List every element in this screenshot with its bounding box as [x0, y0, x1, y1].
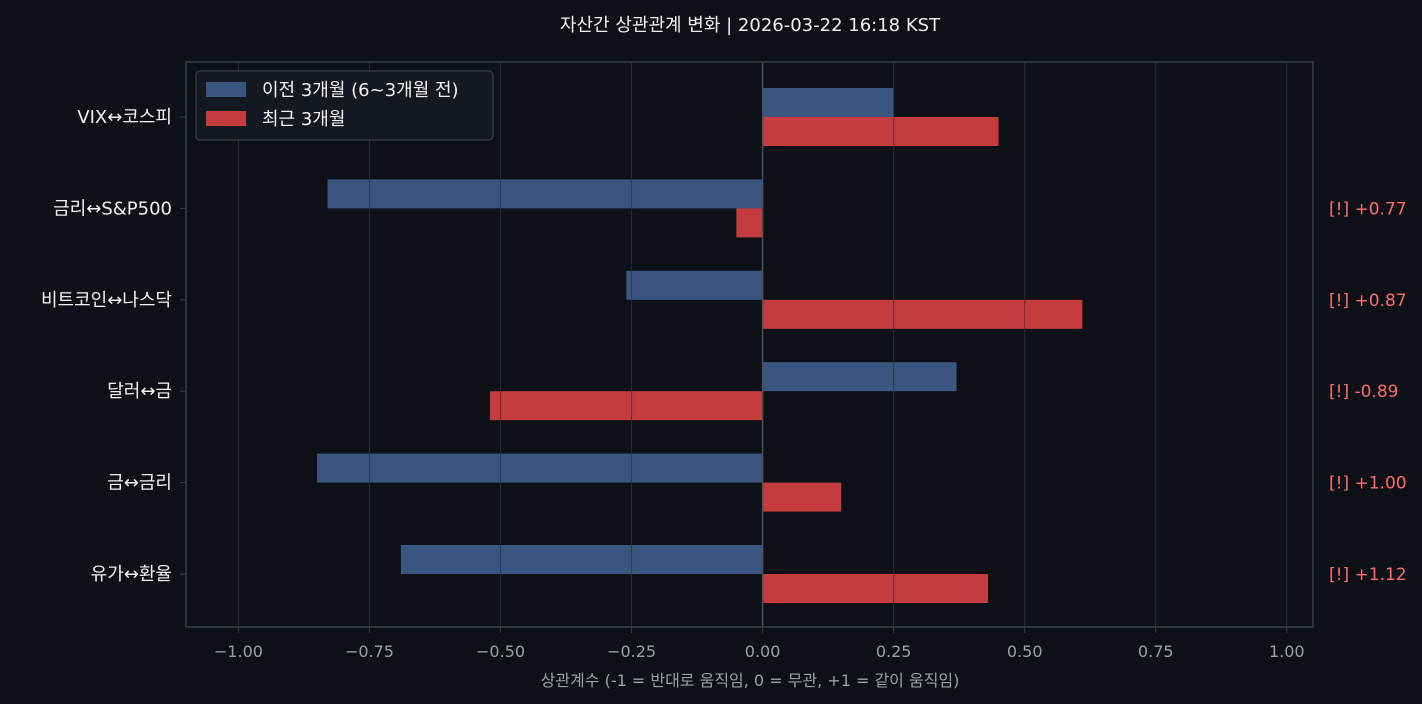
bar-recent-2	[736, 208, 763, 238]
bars	[317, 88, 1083, 603]
x-tick-label: 0.50	[1007, 642, 1043, 661]
x-tick-label: −0.75	[345, 642, 394, 661]
bar-recent-6	[762, 574, 989, 603]
legend-label: 최근 3개월	[262, 109, 345, 130]
category-label: 금리↔S&P500	[53, 198, 172, 219]
axes-frame	[185, 61, 1314, 628]
category-label: 유가↔환율	[91, 564, 172, 585]
legend-swatch	[206, 82, 246, 97]
bar-recent-3	[762, 299, 1083, 329]
change-annotation: [!] +1.00	[1329, 474, 1407, 494]
x-tick-label: 1.00	[1269, 642, 1305, 661]
x-tick-label: −0.50	[476, 642, 525, 661]
legend-box	[195, 70, 494, 141]
chart-title: 자산간 상관관계 변화 | 2026-03-22 16:18 KST	[560, 15, 941, 36]
annotations: [!] +0.77 [!] +0.87 [!] -0.89 [!] +1.00 [!] …	[1329, 199, 1407, 585]
bar-previous-1	[762, 88, 894, 117]
x-tick-label: −0.25	[607, 642, 656, 661]
x-axis-label: 상관계수 (-1 = 반대로 움직임, 0 = 무관, +1 = 같이 움직임)	[541, 671, 960, 690]
legend-swatch	[206, 111, 246, 126]
x-tick-label: −1.00	[214, 642, 263, 661]
category-label: VIX↔코스피	[77, 107, 172, 128]
change-annotation: [!] -0.89	[1329, 382, 1398, 402]
legend: 이전 3개월 (6~3개월 전) 최근 3개월	[195, 70, 494, 141]
legend-label: 이전 3개월 (6~3개월 전)	[262, 80, 459, 101]
x-tick-labels: −1.00 −0.75 −0.50 −0.25 0.00 0.25 0.50 0.75 1.00	[214, 627, 1305, 661]
change-annotation: [!] +0.77	[1329, 199, 1407, 219]
bar-previous-3	[626, 270, 763, 300]
bar-recent-5	[762, 482, 842, 512]
category-label: 금↔금리	[107, 473, 172, 494]
category-label: 달러↔금	[107, 381, 172, 402]
x-tick-label: 0.75	[1138, 642, 1174, 661]
x-tick-label: 0.00	[745, 642, 781, 661]
bar-recent-1	[762, 117, 999, 146]
plot-frame	[185, 61, 1314, 628]
bar-previous-5	[317, 453, 763, 483]
bar-previous-6	[400, 545, 763, 574]
x-tick-label: 0.25	[876, 642, 912, 661]
bar-previous-2	[327, 179, 763, 209]
change-annotation: [!] +0.87	[1329, 291, 1407, 311]
bar-previous-4	[762, 362, 957, 392]
change-annotation: [!] +1.12	[1329, 565, 1407, 585]
bar-recent-4	[490, 391, 763, 421]
category-label: 비트코인↔나스닥	[41, 290, 172, 311]
